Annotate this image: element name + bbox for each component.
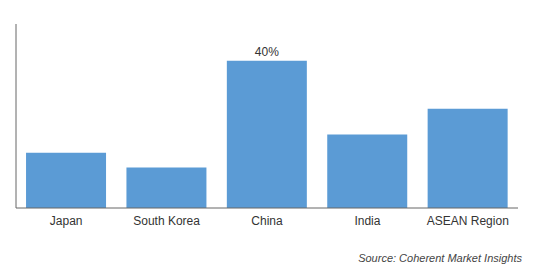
html-text:Source: Coherent Market Insigh: Source: Coherent Market Insights bbox=[358, 252, 522, 264]
svg-text:ASEAN Region: ASEAN Region bbox=[427, 214, 509, 228]
svg-text:40%: 40% bbox=[255, 45, 279, 59]
svg-text:India: India bbox=[354, 214, 380, 228]
svg-text:South Korea: South Korea bbox=[133, 214, 200, 228]
svg-text:Japan: Japan bbox=[50, 214, 83, 228]
svg-text:China: China bbox=[251, 214, 283, 228]
